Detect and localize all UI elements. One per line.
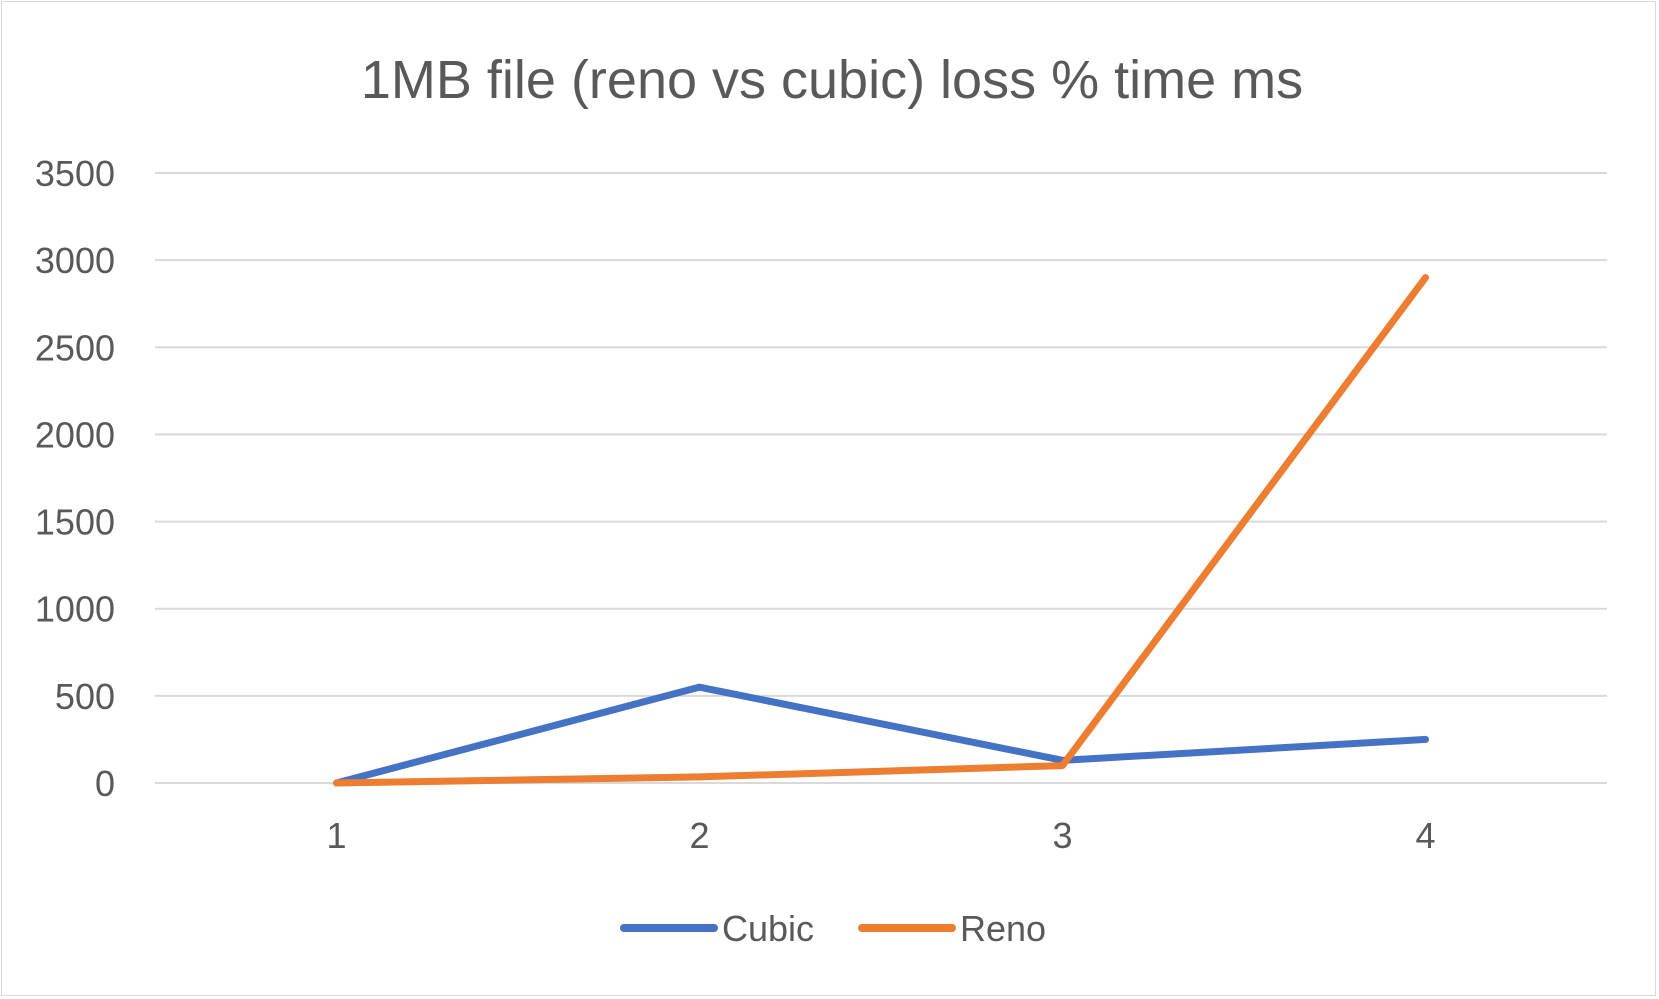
- y-tick-label: 0: [95, 763, 115, 804]
- y-tick-label: 3000: [35, 240, 115, 281]
- chart-title: 1MB file (reno vs cubic) loss % time ms: [361, 50, 1303, 110]
- x-tick-label: 4: [1415, 815, 1435, 856]
- y-tick-label: 1500: [35, 502, 115, 543]
- legend: Cubic Reno: [620, 908, 1046, 949]
- x-tick-label: 1: [326, 815, 346, 856]
- y-tick-label: 1000: [35, 589, 115, 630]
- y-tick-label: 500: [55, 676, 115, 717]
- series-line-reno: [333, 274, 1429, 787]
- legend-label-reno: Reno: [960, 908, 1046, 949]
- y-tick-label: 2500: [35, 327, 115, 368]
- series-line-cubic: [333, 683, 1429, 787]
- x-tick-label: 2: [689, 815, 709, 856]
- y-axis-tick-labels: 0 500 1000 1500 2000 2500 3000 3500: [35, 153, 115, 804]
- x-axis-tick-labels: 1 2 3 4: [326, 815, 1435, 856]
- x-tick-label: 3: [1052, 815, 1072, 856]
- series-lines: [333, 274, 1429, 787]
- gridlines: [155, 172, 1607, 784]
- y-tick-label: 3500: [35, 153, 115, 194]
- legend-label-cubic: Cubic: [722, 908, 814, 949]
- y-tick-label: 2000: [35, 414, 115, 455]
